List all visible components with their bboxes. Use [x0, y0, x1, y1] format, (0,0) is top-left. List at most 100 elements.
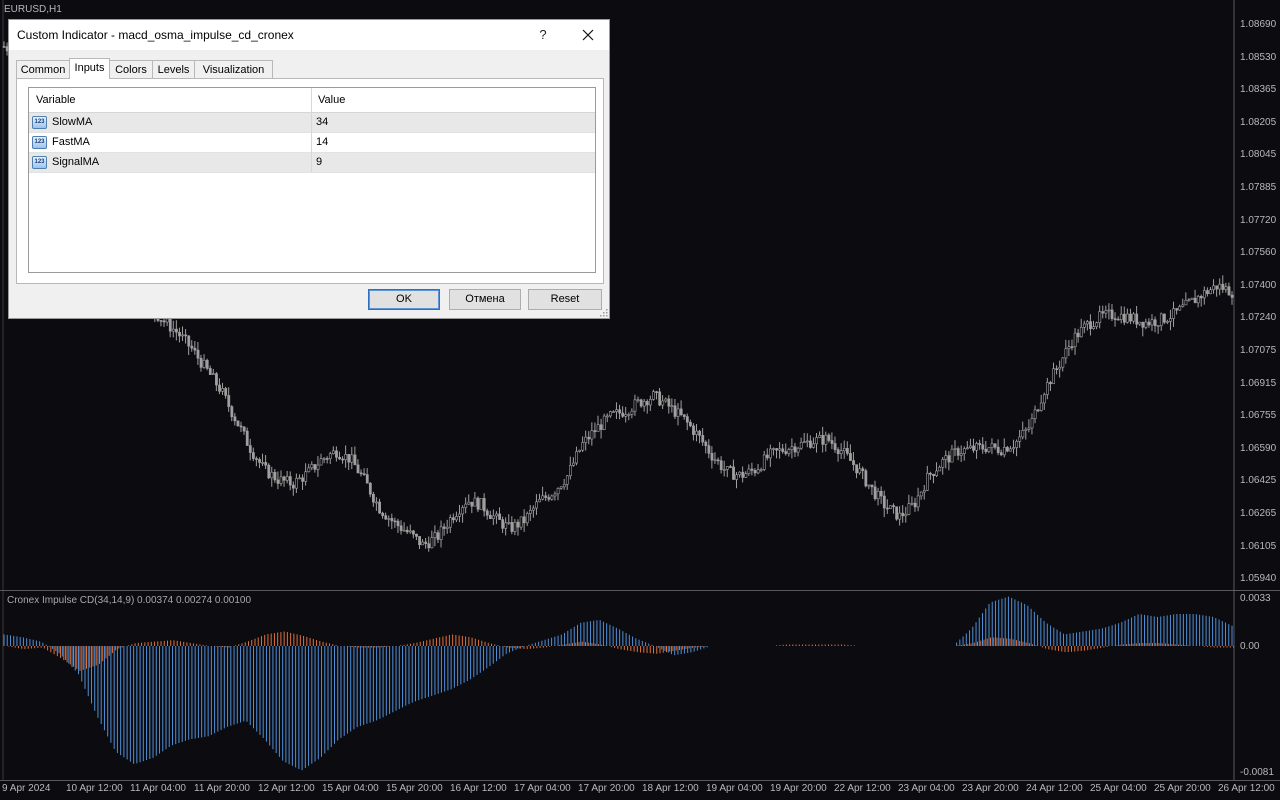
candle-body: [1055, 368, 1059, 371]
candle-body: [1104, 310, 1108, 314]
candle-body: [347, 454, 351, 463]
candle-body: [402, 529, 406, 532]
candle-body: [1021, 430, 1025, 438]
candle-body: [562, 484, 566, 488]
input-name: FastMA: [52, 136, 90, 148]
input-row[interactable]: 123 FastMA 14: [29, 133, 595, 153]
indicator-scale-top: 0.0033: [1240, 593, 1271, 604]
candle-body: [448, 517, 452, 528]
candle-body: [633, 399, 637, 412]
candle-body: [885, 507, 889, 510]
candle-body: [833, 443, 837, 450]
tab-levels[interactable]: Levels: [152, 60, 195, 78]
column-header-value[interactable]: Value: [318, 94, 346, 106]
candle-body: [649, 399, 652, 406]
candle-body: [1141, 321, 1145, 328]
price-tick-label: 1.07885: [1240, 182, 1277, 193]
candle-body: [455, 516, 458, 521]
candle-body: [624, 414, 628, 417]
candle-body: [442, 526, 446, 529]
candle-body: [618, 409, 622, 414]
tab-common[interactable]: Common: [16, 60, 70, 78]
candle-body: [922, 490, 926, 493]
candle-body: [338, 457, 341, 460]
candle-body: [707, 445, 711, 454]
candle-body: [572, 462, 575, 466]
input-row[interactable]: 123 SignalMA 9: [29, 153, 595, 173]
candle-body: [390, 518, 394, 522]
candle-body: [1116, 318, 1120, 321]
input-value[interactable]: 14: [316, 136, 329, 148]
candle-body: [362, 473, 366, 475]
candle-body: [621, 412, 625, 417]
candle-body: [867, 484, 871, 487]
candle-body: [202, 359, 206, 368]
candle-body: [630, 410, 634, 415]
reset-button[interactable]: Reset: [528, 289, 602, 310]
candle-body: [168, 318, 172, 332]
tab-visualization[interactable]: Visualization: [194, 60, 273, 78]
candle-body: [1203, 290, 1206, 299]
candle-body: [996, 446, 1000, 453]
candle-body: [790, 446, 794, 450]
histogram-layer: [3, 596, 1234, 771]
candle-body: [1224, 286, 1228, 290]
column-header-variable[interactable]: Variable: [36, 94, 76, 106]
dialog-titlebar[interactable]: Custom Indicator - macd_osma_impulse_cd_…: [9, 20, 609, 50]
candle-body: [999, 452, 1003, 456]
candle-body: [547, 497, 551, 500]
candle-body: [581, 442, 585, 451]
candle-body: [353, 454, 357, 466]
price-tick-label: 1.06265: [1240, 508, 1277, 519]
candle-body: [858, 468, 862, 474]
cancel-button[interactable]: Отмена: [449, 289, 521, 310]
candle-body: [1184, 299, 1188, 306]
candle-body: [482, 498, 486, 512]
integer-type-icon: 123: [32, 156, 47, 169]
candle-body: [916, 495, 920, 508]
candle-body: [759, 469, 763, 471]
help-button[interactable]: ?: [539, 27, 547, 42]
candle-body: [901, 512, 905, 517]
candle-body: [1039, 402, 1043, 411]
candle-body: [230, 406, 234, 418]
input-row[interactable]: 123 SlowMA 34: [29, 113, 595, 133]
candle-body: [944, 455, 948, 460]
candle-body: [356, 464, 360, 474]
candle-body: [796, 447, 800, 453]
candle-body: [344, 454, 348, 461]
close-button[interactable]: [575, 24, 601, 46]
candle-body: [190, 345, 194, 349]
price-tick-label: 1.07400: [1240, 279, 1277, 291]
candle-body: [245, 430, 249, 446]
candle-body: [1052, 368, 1055, 385]
tab-inputs[interactable]: Inputs: [69, 58, 110, 79]
candle-body: [1012, 447, 1015, 450]
candle-body: [485, 510, 489, 516]
time-tick-label: 17 Apr 20:00: [578, 783, 635, 794]
candle-body: [378, 501, 381, 514]
candle-body: [387, 518, 391, 520]
price-tick-label: 1.08690: [1240, 19, 1277, 30]
time-tick-label: 16 Apr 12:00: [450, 783, 507, 794]
input-value[interactable]: 34: [316, 116, 329, 128]
candle-body: [959, 453, 963, 456]
candle-body: [873, 486, 877, 500]
candle-body: [1064, 348, 1068, 359]
resize-grip-icon[interactable]: [599, 308, 608, 317]
input-value[interactable]: 9: [316, 156, 323, 168]
price-tick-label: 1.08530: [1240, 51, 1277, 63]
candle-body: [827, 434, 831, 441]
candle-body: [642, 401, 646, 407]
candle-body: [421, 541, 425, 546]
candle-body: [288, 476, 292, 486]
candle-body: [1227, 286, 1231, 296]
candle-body: [492, 515, 495, 519]
candle-body: [565, 475, 569, 485]
candle-body: [165, 318, 169, 323]
ok-button[interactable]: OK: [368, 289, 440, 310]
candle-body: [741, 471, 745, 478]
candle-body: [1033, 409, 1037, 419]
tab-colors[interactable]: Colors: [109, 60, 153, 78]
candle-body: [913, 502, 917, 508]
